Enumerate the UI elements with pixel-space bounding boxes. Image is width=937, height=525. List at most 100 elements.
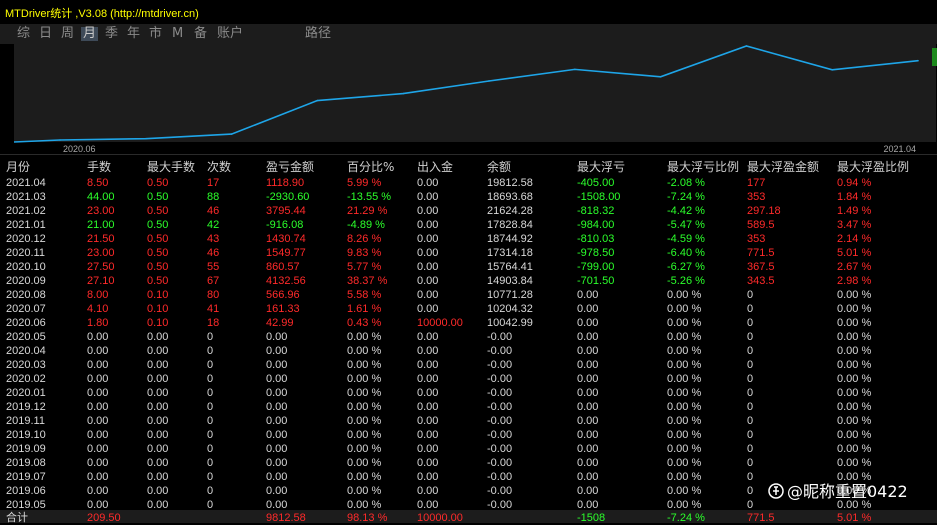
- table-cell: 0.00 %: [347, 429, 382, 441]
- table-cell: -818.32: [577, 205, 615, 217]
- table-cell: 21.00: [87, 219, 115, 231]
- table-cell: -0.00: [487, 401, 513, 413]
- column-header-7[interactable]: 余额: [487, 160, 512, 174]
- table-cell: 771.5: [747, 247, 775, 259]
- column-header-9[interactable]: 最大浮亏比例: [667, 160, 740, 174]
- row-month-cell: 2020.01: [6, 387, 46, 399]
- row-month-cell: 2020.03: [6, 359, 46, 371]
- table-cell: 0.50: [147, 247, 169, 259]
- table-cell: 55: [207, 261, 220, 273]
- table-cell: -0.00: [487, 331, 513, 343]
- balance-point-2020.06: [59, 139, 61, 141]
- table-cell: 18693.68: [487, 191, 533, 203]
- table-cell: 0.00: [417, 471, 439, 483]
- row-month-cell: 2019.12: [6, 401, 46, 413]
- table-cell: 0.00: [417, 275, 439, 287]
- table-cell: 0.00 %: [667, 345, 702, 357]
- table-cell: 0: [207, 429, 214, 441]
- table-cell: 3795.44: [266, 205, 306, 217]
- table-cell: 4132.56: [266, 275, 306, 287]
- table-cell: 0.00 %: [347, 485, 382, 497]
- balance-point-2020.07: [145, 137, 147, 140]
- table-cell: 0: [207, 345, 214, 357]
- table-cell: 0: [207, 401, 214, 413]
- table-cell: 10771.28: [487, 289, 533, 301]
- table-cell: 0.00: [577, 401, 599, 413]
- tab-6[interactable]: 市: [149, 26, 163, 41]
- column-header-5[interactable]: 百分比%: [347, 160, 395, 174]
- tab-7[interactable]: M: [172, 26, 184, 41]
- table-cell: -0.00: [487, 373, 513, 385]
- table-cell: 0: [207, 443, 214, 455]
- tab-1[interactable]: 日: [39, 26, 53, 41]
- table-cell: 0.00: [417, 177, 439, 189]
- table-cell: 0.00: [266, 443, 288, 455]
- table-cell: 18: [207, 317, 220, 329]
- tab-10[interactable]: 路径: [305, 26, 332, 41]
- column-header-1[interactable]: 手数: [87, 160, 112, 174]
- table-cell: 0.00 %: [347, 387, 382, 399]
- table-cell: 0: [207, 485, 214, 497]
- table-cell: 8.00: [87, 289, 109, 301]
- table-cell: 0.00: [147, 457, 169, 469]
- column-header-0[interactable]: 月份: [6, 160, 31, 174]
- table-cell: 0: [747, 499, 754, 511]
- column-header-10[interactable]: 最大浮盈金额: [747, 160, 820, 174]
- table-cell: 10042.99: [487, 317, 533, 329]
- table-cell: 0.50: [147, 233, 169, 245]
- table-cell: 0.00: [147, 415, 169, 427]
- table-cell: -0.00: [487, 359, 513, 371]
- tab-0[interactable]: 综: [17, 26, 31, 41]
- table-cell: 0.10: [147, 303, 169, 315]
- table-cell: 0.00 %: [667, 289, 702, 301]
- table-cell: 0.00 %: [837, 415, 872, 427]
- table-cell: 0: [747, 359, 754, 371]
- table-cell: -13.55 %: [347, 191, 392, 203]
- table-cell: 0.00 %: [837, 457, 872, 469]
- table-cell: 21624.28: [487, 205, 533, 217]
- table-cell: -1508.00: [577, 191, 621, 203]
- balance-point-2020.08: [230, 133, 233, 135]
- tab-5[interactable]: 年: [127, 26, 141, 41]
- table-cell: 0.00 %: [347, 345, 382, 357]
- table-cell: 0.00: [87, 471, 109, 483]
- tab-9[interactable]: 账户: [217, 26, 244, 41]
- table-cell: 21.50: [87, 233, 115, 245]
- tab-8[interactable]: 备: [194, 26, 208, 41]
- table-cell: 0.00: [147, 331, 169, 343]
- table-cell: 41: [207, 303, 220, 315]
- tab-4[interactable]: 季: [105, 26, 119, 41]
- table-cell: 0.00: [87, 443, 109, 455]
- column-header-11[interactable]: 最大浮盈比例: [837, 160, 910, 174]
- table-cell: 38.37 %: [347, 275, 388, 287]
- column-header-4[interactable]: 盈亏金额: [266, 160, 315, 174]
- total-cell: -1508: [577, 512, 606, 524]
- table-cell: 0: [747, 373, 754, 385]
- table-cell: 0.00: [147, 345, 169, 357]
- x-tick-label-1: 2021.04: [883, 144, 916, 154]
- table-cell: 343.5: [747, 275, 775, 287]
- column-header-2[interactable]: 最大手数: [147, 160, 196, 174]
- row-month-cell: 2020.09: [6, 275, 46, 287]
- table-cell: 0.00 %: [667, 359, 702, 371]
- total-cell: -7.24 %: [667, 512, 705, 524]
- table-cell: -0.00: [487, 457, 513, 469]
- table-cell: 0.00 %: [347, 471, 382, 483]
- column-header-6[interactable]: 出入金: [417, 160, 454, 174]
- column-header-3[interactable]: 次数: [207, 160, 232, 174]
- table-cell: 0.50: [147, 261, 169, 273]
- total-cell: 209.50: [87, 512, 121, 524]
- table-cell: 0.00: [266, 401, 288, 413]
- table-cell: -6.27 %: [667, 261, 705, 273]
- table-cell: 8.26 %: [347, 233, 382, 245]
- table-cell: 0.00: [417, 499, 439, 511]
- table-cell: 0.00: [417, 289, 439, 301]
- tab-2[interactable]: 周: [61, 26, 75, 41]
- table-cell: 0.00: [577, 331, 599, 343]
- table-cell: 0.00: [87, 429, 109, 441]
- tab-3[interactable]: 月: [81, 26, 99, 41]
- column-header-8[interactable]: 最大浮亏: [577, 160, 626, 174]
- table-cell: 0: [747, 457, 754, 469]
- table-cell: 21.29 %: [347, 205, 388, 217]
- table-cell: 0: [207, 359, 214, 371]
